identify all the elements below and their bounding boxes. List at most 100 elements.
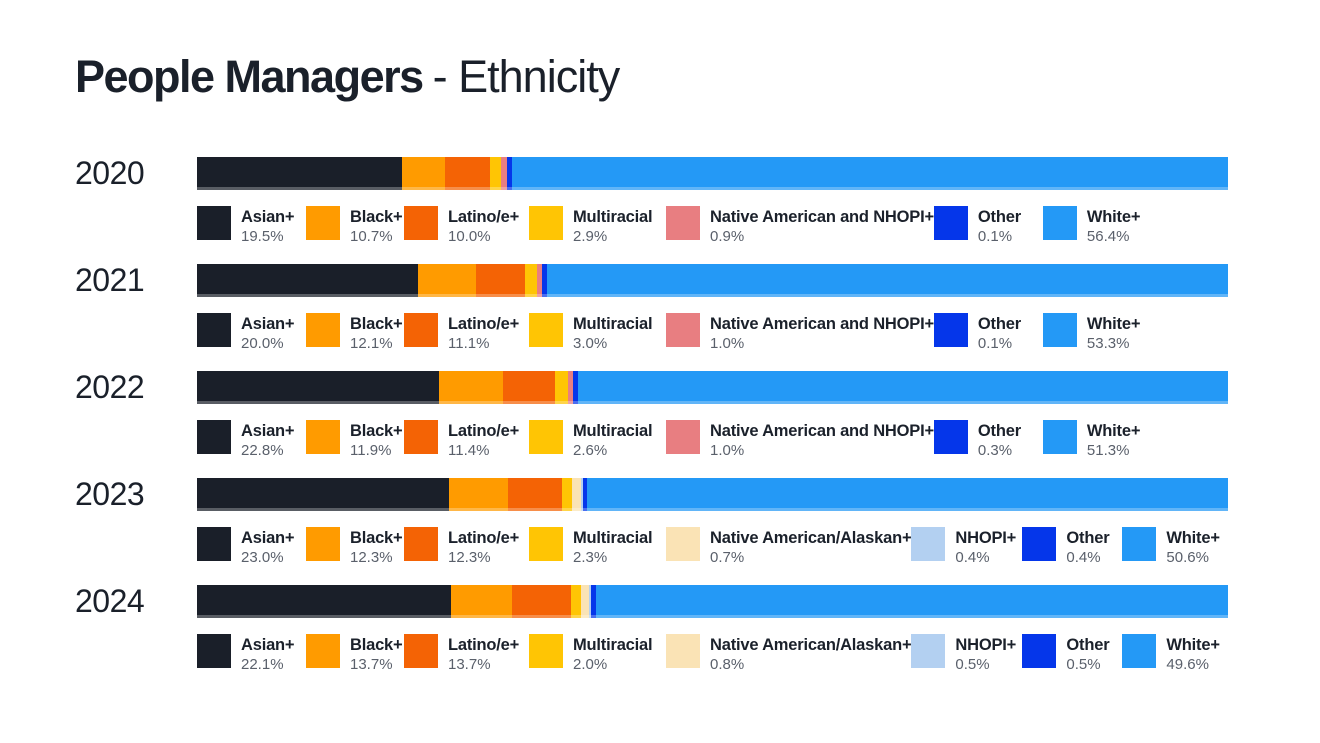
bar-segment-asian bbox=[197, 157, 403, 190]
legend-item-asian: Asian+ 23.0% bbox=[197, 527, 306, 567]
legend-label: Black+ bbox=[350, 529, 403, 547]
bar-segment-white bbox=[512, 157, 1228, 190]
legend-item-white: White+ 49.6% bbox=[1122, 634, 1220, 674]
legend-label: Other bbox=[977, 208, 1021, 226]
legend-item-native-american-and-nhopi: Native American and NHOPI+ 1.0% bbox=[666, 420, 934, 460]
legend-value: 0.5% bbox=[1066, 656, 1101, 673]
legend-value: 0.4% bbox=[1066, 549, 1101, 566]
legend-text: Other 0.1% bbox=[978, 206, 1021, 246]
legend-item-white: White+ 56.4% bbox=[1042, 206, 1140, 246]
legend-swatch bbox=[197, 420, 231, 454]
bar-segment-asian bbox=[197, 585, 451, 618]
legend-item-white: White+ 53.3% bbox=[1042, 313, 1141, 353]
legend-swatch bbox=[1042, 420, 1077, 454]
legend-label: Latino/e+ bbox=[448, 529, 520, 547]
legend-text: Latino/e+ 12.3% bbox=[448, 527, 519, 567]
year-label: 2021 bbox=[75, 262, 145, 298]
legend-swatch bbox=[529, 634, 563, 668]
legend-label: Multiracial bbox=[573, 422, 653, 440]
legend-text: White+ 49.6% bbox=[1166, 634, 1220, 674]
bar-segment-multiracial bbox=[489, 157, 502, 190]
title-secondary: - Ethnicity bbox=[432, 51, 621, 102]
legend-value: 12.3% bbox=[448, 549, 491, 566]
legend-label: Other bbox=[1066, 636, 1110, 654]
bar-row: 2023 bbox=[0, 476, 1320, 512]
bar-segment-black bbox=[450, 585, 513, 618]
legend-text: Multiracial 2.0% bbox=[573, 634, 653, 674]
year-label: 2024 bbox=[75, 583, 145, 619]
bar-segment-asian bbox=[197, 478, 449, 511]
bar-row: 2022 bbox=[0, 369, 1320, 405]
legend-swatch bbox=[666, 527, 700, 561]
legend-text: Latino/e+ 11.4% bbox=[448, 420, 519, 460]
stacked-bar bbox=[197, 264, 1228, 297]
legend: Asian+ 19.5% Black+ 10.7% Latino/e+ 10.0… bbox=[197, 206, 1320, 246]
year-label: 2022 bbox=[75, 369, 145, 405]
legend-item-multiracial: Multiracial 2.6% bbox=[529, 420, 666, 460]
legend-label: Asian+ bbox=[241, 422, 295, 440]
legend-label: Latino/e+ bbox=[448, 315, 520, 333]
legend-value: 1.0% bbox=[710, 442, 745, 459]
bar-segment-white bbox=[586, 478, 1228, 511]
legend-text: White+ 51.3% bbox=[1086, 420, 1141, 460]
legend-item-asian: Asian+ 22.1% bbox=[197, 634, 306, 674]
legend-text: Latino/e+ 13.7% bbox=[448, 634, 519, 674]
legend-text: White+ 50.6% bbox=[1166, 527, 1220, 567]
legend-swatch bbox=[1022, 634, 1057, 668]
bar-segment-multiracial bbox=[571, 585, 581, 618]
year-row: 2023 Asian+ 23.0% Black+ 12.3% Latino/e+… bbox=[0, 476, 1320, 567]
legend-text: Other 0.1% bbox=[978, 313, 1021, 353]
title-primary: People Managers bbox=[75, 51, 424, 102]
legend-value: 13.7% bbox=[350, 656, 393, 673]
legend: Asian+ 22.8% Black+ 11.9% Latino/e+ 11.4… bbox=[197, 420, 1320, 460]
legend-item-native-american-and-nhopi: Native American and NHOPI+ 0.9% bbox=[666, 206, 934, 246]
legend-text: Black+ 12.1% bbox=[350, 313, 403, 353]
legend-swatch bbox=[529, 206, 563, 240]
legend-value: 13.7% bbox=[448, 656, 491, 673]
legend-value: 12.3% bbox=[350, 549, 393, 566]
legend-item-latino-e: Latino/e+ 13.7% bbox=[404, 634, 529, 674]
bar-segment-white bbox=[577, 371, 1228, 404]
bar-segment-other bbox=[506, 157, 513, 190]
legend-text: Native American and NHOPI+ 1.0% bbox=[710, 420, 934, 460]
legend-value: 11.1% bbox=[448, 335, 490, 352]
legend-value: 53.3% bbox=[1086, 335, 1130, 352]
bar-segment-latino-e bbox=[445, 157, 490, 190]
legend-label: Multiracial bbox=[573, 315, 653, 333]
legend-text: Native American and NHOPI+ 0.9% bbox=[710, 206, 934, 246]
bar-segment-other bbox=[542, 264, 548, 297]
legend-label: Asian+ bbox=[241, 529, 295, 547]
legend-value: 0.1% bbox=[977, 335, 1013, 352]
legend-value: 11.9% bbox=[350, 442, 392, 459]
legend-text: Multiracial 2.3% bbox=[573, 527, 653, 567]
legend-item-other: Other 0.1% bbox=[933, 313, 1043, 353]
legend-swatch bbox=[306, 527, 340, 561]
legend-label: Latino/e+ bbox=[448, 636, 520, 654]
legend-item-black: Black+ 12.3% bbox=[306, 527, 404, 567]
legend-value: 0.7% bbox=[710, 549, 745, 566]
legend-label: Multiracial bbox=[573, 636, 653, 654]
legend-text: Asian+ 22.1% bbox=[241, 634, 295, 674]
ethnicity-chart: 2020 Asian+ 19.5% Black+ 10.7% Latino/e+… bbox=[0, 155, 1320, 674]
legend-item-asian: Asian+ 20.0% bbox=[197, 313, 306, 353]
legend-swatch bbox=[666, 420, 700, 454]
legend-text: White+ 53.3% bbox=[1086, 313, 1141, 353]
legend-label: Latino/e+ bbox=[448, 208, 520, 226]
legend-text: Black+ 13.7% bbox=[350, 634, 403, 674]
legend-swatch bbox=[933, 206, 968, 240]
legend-item-black: Black+ 10.7% bbox=[306, 206, 404, 246]
legend-swatch bbox=[1122, 527, 1157, 561]
legend-swatch bbox=[933, 420, 968, 454]
legend-value: 3.0% bbox=[573, 335, 608, 352]
legend-item-multiracial: Multiracial 2.3% bbox=[529, 527, 666, 567]
legend-item-white: White+ 51.3% bbox=[1042, 420, 1141, 460]
legend: Asian+ 20.0% Black+ 12.1% Latino/e+ 11.1… bbox=[197, 313, 1320, 353]
legend-item-multiracial: Multiracial 2.0% bbox=[529, 634, 666, 674]
year-row: 2020 Asian+ 19.5% Black+ 10.7% Latino/e+… bbox=[0, 155, 1320, 246]
legend-item-asian: Asian+ 19.5% bbox=[197, 206, 306, 246]
legend-value: 20.0% bbox=[241, 335, 284, 352]
legend-value: 2.9% bbox=[573, 228, 608, 245]
legend-swatch bbox=[306, 634, 340, 668]
legend-value: 51.3% bbox=[1086, 442, 1130, 459]
legend-swatch bbox=[404, 527, 438, 561]
